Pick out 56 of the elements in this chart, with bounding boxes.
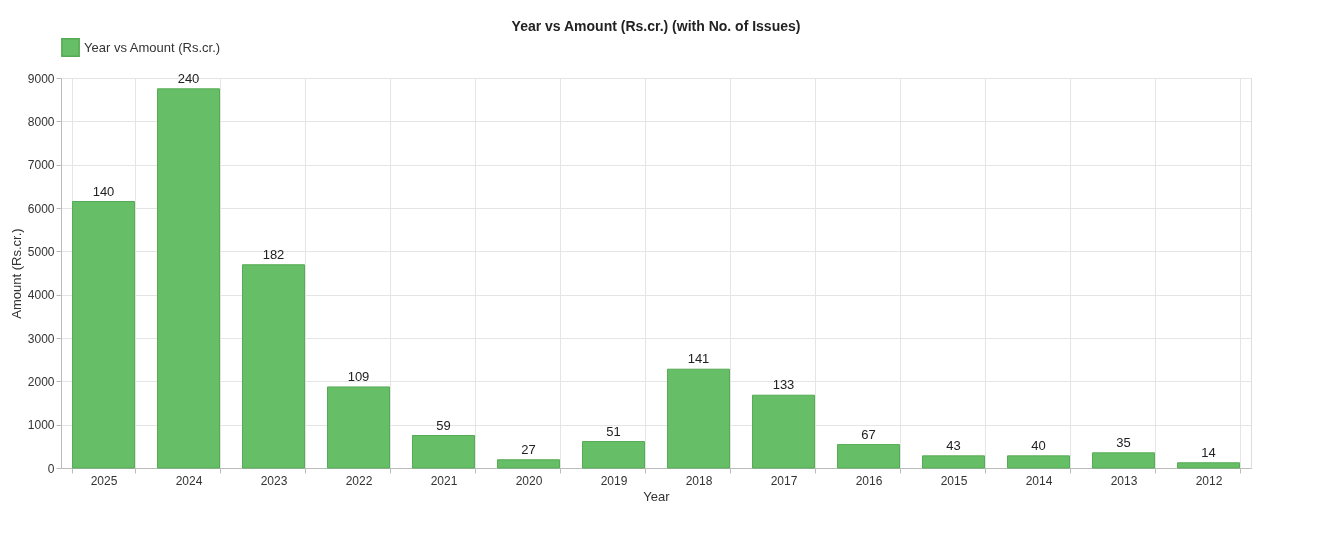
x-tick-label: 2016 [855, 473, 883, 488]
x-tick-label: 2025 [90, 473, 118, 488]
bar [326, 386, 391, 469]
bar [581, 441, 646, 469]
x-tick-label: 2024 [175, 473, 203, 488]
x-tick-label: 2022 [345, 473, 373, 488]
y-tick-label: 9000 [27, 71, 55, 86]
x-tick-label: 2015 [940, 473, 968, 488]
annotation: 67 [861, 426, 876, 442]
x-tick-label: 2019 [600, 473, 628, 488]
x-tick-label: 2012 [1195, 473, 1223, 488]
bar [411, 435, 476, 469]
x-tick-label: 2021 [430, 473, 458, 488]
bar [836, 444, 901, 469]
bar [496, 459, 561, 469]
annotation: 140 [92, 183, 115, 199]
x-tick-label: 2013 [1110, 473, 1138, 488]
y-axis-title: Amount (Rs.cr.) [8, 228, 24, 319]
y-tick-label: 1000 [27, 418, 55, 433]
x-tick-label: 2018 [685, 473, 713, 488]
annotation: 141 [687, 351, 710, 367]
x-axis-title: Year [643, 488, 671, 504]
y-tick-label: 4000 [27, 288, 55, 303]
y-tick-label: 5000 [27, 244, 55, 259]
y-tick-label: 0 [47, 461, 55, 476]
bar [666, 368, 731, 469]
annotation: 40 [1031, 437, 1046, 453]
annotation: 51 [606, 423, 621, 439]
y-tick-label: 3000 [27, 331, 55, 346]
annotation: 14 [1201, 444, 1216, 460]
bar [241, 264, 306, 469]
x-tick-label: 2014 [1025, 473, 1053, 488]
bar [1176, 462, 1241, 469]
legend-label: Year vs Amount (Rs.cr.) [84, 39, 221, 55]
bar [921, 455, 986, 469]
annotation: 109 [347, 368, 370, 384]
bar [71, 201, 136, 469]
y-tick-label: 7000 [27, 158, 55, 173]
x-tick-label: 2020 [515, 473, 543, 488]
annotation: 43 [946, 437, 961, 453]
annotation: 240 [177, 70, 200, 86]
bar [1091, 452, 1156, 469]
x-tick-label: 2023 [260, 473, 288, 488]
annotation: 27 [521, 441, 536, 457]
x-tick-label: 2017 [770, 473, 798, 488]
bar [156, 88, 221, 469]
annotation: 35 [1116, 434, 1131, 450]
annotation: 59 [436, 417, 451, 433]
y-tick-label: 2000 [27, 374, 55, 389]
bar [1006, 455, 1071, 469]
bar [751, 394, 816, 469]
annotation: 133 [772, 377, 795, 393]
y-tick-label: 8000 [27, 114, 55, 129]
y-tick-label: 6000 [27, 201, 55, 216]
chart-title: Year vs Amount (Rs.cr.) (with No. of Issues) [511, 18, 801, 34]
annotation: 182 [262, 246, 285, 262]
